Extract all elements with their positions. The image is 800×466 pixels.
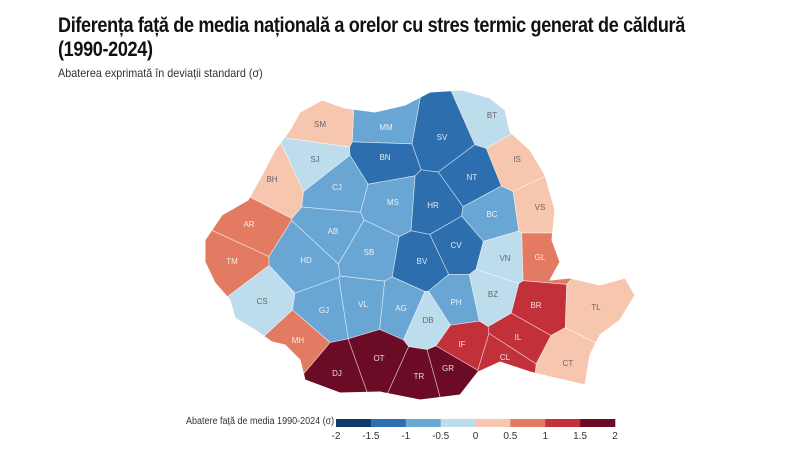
county-label: GL (535, 253, 546, 262)
county-label: CL (500, 353, 511, 362)
county-label: AG (395, 304, 407, 313)
county-label: BZ (488, 290, 498, 299)
county-ph[interactable] (428, 274, 480, 326)
legend-swatch (580, 419, 616, 427)
county-label: BN (379, 153, 390, 162)
legend-swatch (336, 419, 372, 427)
chart-subtitle: Abaterea exprimată în deviații standard … (58, 66, 263, 80)
legend-swatch (475, 419, 511, 427)
county-label: DJ (332, 369, 342, 378)
legend-tick-label: 1.5 (573, 431, 588, 442)
county-ct[interactable] (530, 327, 700, 420)
county-label: TL (591, 303, 601, 312)
county-label: DB (422, 316, 433, 325)
legend-tick-label: 0.5 (503, 431, 518, 442)
legend-swatch (440, 419, 476, 427)
legend-swatch (405, 419, 441, 427)
county-label: VS (535, 203, 546, 212)
county-label: BT (487, 111, 497, 120)
county-label: NT (467, 173, 478, 182)
county-label: IL (515, 333, 522, 342)
legend-tick-label: 1 (542, 431, 549, 442)
county-label: GJ (319, 306, 329, 315)
county-label: HR (427, 201, 439, 210)
county-bh[interactable] (150, 60, 304, 219)
legend-tick-label: 0 (472, 431, 479, 442)
county-label: HD (300, 256, 312, 265)
county-label: VN (499, 254, 510, 263)
county-label: BH (266, 175, 277, 184)
county-label: SM (314, 120, 326, 129)
county-label: SB (364, 248, 375, 257)
county-label: OT (373, 354, 384, 363)
county-label: CS (256, 297, 267, 306)
country-outline (204, 89, 636, 401)
chart-title: Diferența față de media națională a orel… (58, 14, 685, 62)
county-label: VL (358, 300, 368, 309)
county-label: CV (450, 241, 462, 250)
title-line-1: Diferența față de media națională a orel… (58, 14, 685, 37)
legend-tick-label: -2 (331, 431, 341, 442)
county-label: TM (226, 257, 238, 266)
legend-tick-label: -0.5 (432, 431, 450, 442)
county-label: MS (387, 198, 399, 207)
legend-swatch (370, 419, 407, 427)
legend-tick-label: -1.5 (362, 431, 380, 442)
legend-tick-label: 2 (612, 431, 618, 442)
county-label: MH (292, 336, 305, 345)
county-label: IF (458, 340, 465, 349)
county-vs[interactable] (512, 101, 700, 234)
county-label: CT (563, 359, 574, 368)
county-label: CJ (332, 183, 342, 192)
county-label: AB (328, 227, 339, 236)
county-label: BR (530, 301, 541, 310)
county-is[interactable] (485, 60, 700, 192)
county-label: AR (243, 220, 254, 229)
county-label: PH (450, 298, 461, 307)
legend-tick-label: -1 (401, 431, 411, 442)
county-label: TR (414, 372, 425, 381)
legend-color-bar (336, 419, 616, 427)
legend-swatch (510, 419, 546, 427)
county-label: BC (486, 210, 497, 219)
county-label: SV (437, 133, 448, 142)
title-line-2: (1990-2024) (58, 38, 153, 61)
county-label: IS (513, 155, 521, 164)
county-label: GR (442, 364, 454, 373)
county-label: SJ (310, 155, 319, 164)
county-label: BV (417, 257, 428, 266)
county-label: MM (379, 123, 393, 132)
legend-swatch (545, 419, 581, 427)
legend-title: Abatere față de media 1990-2024 (σ) (186, 416, 335, 427)
